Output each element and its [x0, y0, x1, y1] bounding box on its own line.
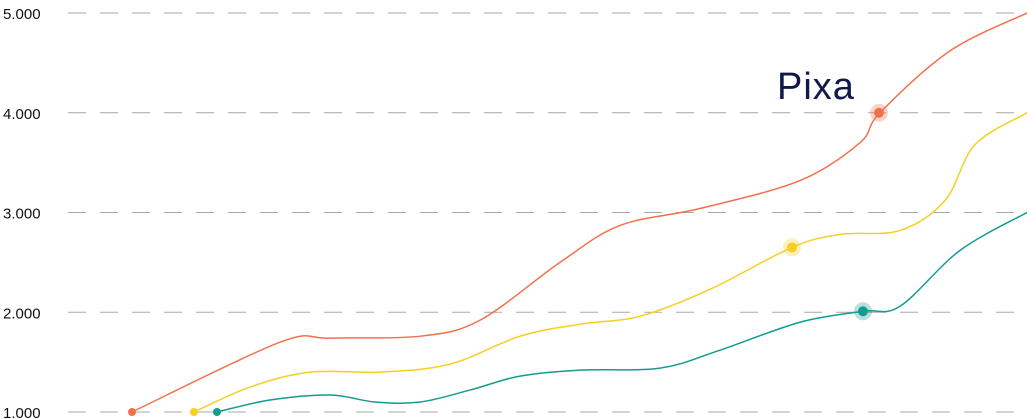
series-2-highlight-point [787, 242, 797, 253]
series-3-start-point [213, 408, 221, 416]
y-tick-label: 2.000 [3, 305, 41, 322]
series-2-start-point [190, 408, 198, 416]
y-tick-label: 3.000 [3, 206, 41, 223]
series-1-start-point [128, 408, 136, 416]
gridlines [68, 12, 1027, 413]
y-tick-label: 1.000 [3, 405, 41, 419]
y-axis-ticks: 1.000 2.000 3.000 4.000 5.000 [3, 6, 41, 419]
series-3-highlight-point [858, 306, 868, 317]
series-line-2 [193, 112, 1027, 413]
series-line-3 [216, 211, 1027, 413]
y-tick-label: 5.000 [3, 6, 41, 23]
series-1-highlight-point [874, 107, 884, 118]
pixa-logo: Pixa [777, 66, 855, 108]
y-tick-label: 4.000 [3, 106, 41, 123]
series-markers [128, 103, 888, 416]
